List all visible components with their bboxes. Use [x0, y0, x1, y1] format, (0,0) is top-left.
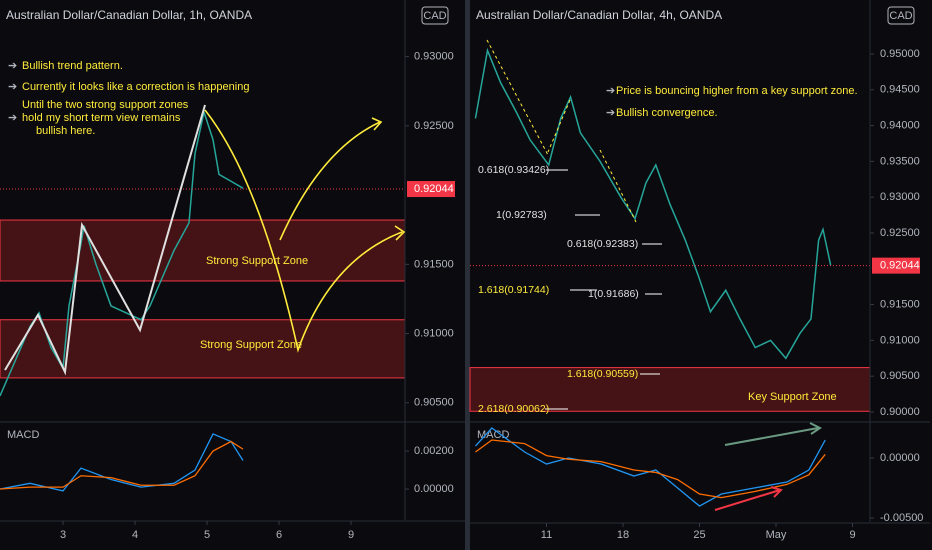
currency: CAD: [889, 10, 912, 22]
macd-line: [474, 427, 826, 507]
y-tick-label: 0.94500: [880, 84, 920, 96]
bullet: ➔: [606, 107, 615, 119]
currency-box: [421, 6, 449, 25]
chart-title: Australian Dollar/Canadian Dollar, 1h, O…: [6, 8, 252, 22]
bullet: ➔: [606, 85, 615, 97]
y-tick-label: 0.90500: [880, 370, 920, 382]
support-zone: [469, 367, 871, 412]
price-line: [474, 47, 832, 360]
x-tick-label: 3: [60, 529, 66, 541]
price-arrow: [714, 486, 783, 511]
zone-label: Strong Support Zone: [200, 339, 302, 351]
y-tick-label: 0.91000: [414, 327, 454, 339]
macd-tick-label: 0.00200: [414, 445, 454, 457]
macd-tick-label: 0.00000: [414, 483, 454, 495]
x-tick-label: 9: [849, 529, 855, 541]
divider: [465, 0, 470, 550]
arrowhead: [371, 117, 406, 241]
fib-label: 0.618(0.92383): [567, 238, 638, 250]
projection: [279, 121, 381, 241]
zone-label: Strong Support Zone: [206, 255, 308, 267]
macd-line: [0, 440, 244, 490]
x-tick-label: 25: [693, 529, 705, 541]
annotation: hold my short term view remains: [22, 112, 181, 124]
zone-label: Key Support Zone: [748, 391, 837, 403]
y-tick-label: 0.93500: [880, 155, 920, 167]
macd-arrow: [724, 422, 822, 446]
macd-tick-label: -0.00500: [880, 512, 923, 524]
y-tick-label: 0.95000: [880, 48, 920, 60]
annotation: Currently it looks like a correction is …: [22, 81, 249, 93]
macd-line: [0, 433, 244, 492]
y-tick-label: 0.91500: [414, 258, 454, 270]
fib-line: [545, 169, 662, 410]
zigzag: [4, 104, 206, 376]
x-tick-label: 18: [617, 529, 629, 541]
fib-label: 1(0.92783): [496, 209, 547, 221]
annotation: Bullish convergence.: [616, 107, 718, 119]
currency-box: [887, 6, 915, 25]
x-tick-label: 4: [132, 529, 138, 541]
macd-line: [475, 439, 826, 499]
fib-label: 1(0.91686): [588, 288, 639, 300]
annotation: Until the two strong support zones: [22, 99, 189, 111]
macd-label: MACD: [477, 429, 509, 441]
annotation: bullish here.: [36, 125, 95, 137]
bullet: ➔: [8, 81, 17, 93]
support-zone: [0, 219, 406, 282]
y-tick-label: 0.92500: [414, 120, 454, 132]
bullet: ➔: [8, 60, 17, 72]
fib-label: 0.618(0.93426): [478, 164, 549, 176]
fib-label: 1.618(0.91744): [478, 284, 549, 296]
drawings: [4, 39, 822, 511]
last-price-box: [872, 257, 920, 274]
y-tick-label: 0.91000: [880, 334, 920, 346]
x-tick-label: 6: [276, 529, 282, 541]
fib-label: 2.618(0.90062): [478, 403, 549, 415]
y-tick-label: 0.93000: [880, 191, 920, 203]
y-tick-label: 0.90000: [880, 406, 920, 418]
x-tick-label: 11: [541, 529, 552, 541]
y-tick-label: 0.94000: [880, 119, 920, 131]
x-tick-label: 5: [204, 529, 210, 541]
annotation: Price is bouncing higher from a key supp…: [616, 85, 858, 97]
y-tick-label: 0.91500: [880, 298, 920, 310]
y-tick-label: 0.93000: [414, 51, 454, 63]
x-tick-label: 9: [348, 529, 354, 541]
chart-title: Australian Dollar/Canadian Dollar, 4h, O…: [476, 8, 722, 22]
y-tick-label: 0.90500: [414, 397, 454, 409]
annotation: Bullish trend pattern.: [22, 60, 123, 72]
last-price-label: 0.92044: [414, 183, 454, 195]
x-tick-label: May: [766, 529, 787, 541]
macd-label: MACD: [7, 429, 39, 441]
currency: CAD: [423, 10, 446, 22]
last-price-label: 0.92044: [880, 260, 920, 272]
macd-tick-label: 0.00000: [880, 452, 920, 464]
last-price-box: [407, 181, 455, 198]
fib-leg: [486, 39, 637, 223]
projection: [204, 109, 403, 353]
fib-label: 1.618(0.90559): [567, 368, 638, 380]
bullet: ➔: [8, 112, 17, 124]
y-tick-label: 0.92500: [880, 227, 920, 239]
